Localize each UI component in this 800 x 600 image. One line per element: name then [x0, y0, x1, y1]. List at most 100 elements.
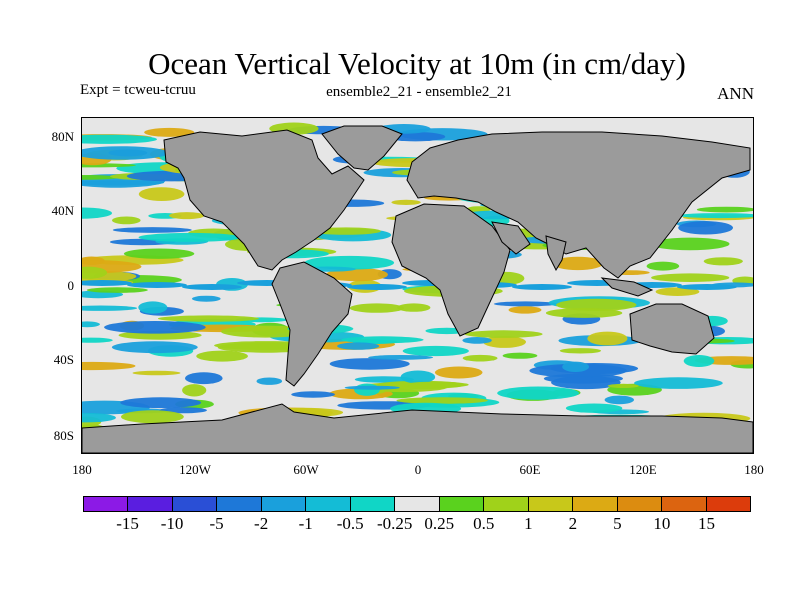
antarctica-landmass: [82, 403, 753, 453]
velocity-band: [677, 213, 753, 219]
velocity-band: [508, 306, 542, 314]
equatorial-band: [677, 284, 737, 290]
world-map: [81, 117, 754, 454]
lat-tick-40s: 40S: [53, 352, 74, 367]
velocity-band: [703, 257, 743, 266]
velocity-band: [82, 413, 116, 423]
velocity-band: [82, 266, 108, 279]
colorbar-swatch: [484, 497, 529, 511]
velocity-band: [291, 391, 335, 398]
colorbar-swatch: [706, 497, 751, 511]
colorbar-label: -2: [254, 514, 269, 533]
colorbar-swatch: [573, 497, 618, 511]
velocity-band: [120, 397, 202, 409]
velocity-band: [634, 377, 723, 389]
ensemble-subtitle: ensemble2_21 - ensemble2_21: [326, 84, 512, 100]
velocity-band: [138, 232, 242, 242]
velocity-band: [157, 315, 259, 322]
colorbar-swatch: [261, 497, 307, 511]
colorbar-label: 15: [697, 514, 715, 533]
colorbar-label: -5: [209, 514, 224, 533]
colorbar: [83, 496, 751, 512]
lat-tick-80n: 80N: [51, 129, 74, 144]
velocity-band: [400, 370, 436, 384]
south-america-landmass: [271, 261, 353, 387]
colorbar-swatch: [84, 497, 129, 511]
lon-tick-60e: 60E: [519, 462, 541, 477]
velocity-band: [82, 256, 105, 265]
velocity-band: [483, 336, 526, 348]
velocity-band: [464, 330, 543, 338]
velocity-band: [112, 227, 192, 233]
velocity-band: [678, 221, 733, 235]
velocity-band: [182, 384, 207, 397]
velocity-band: [138, 187, 185, 201]
lat-tick-eq: 0: [67, 278, 75, 293]
velocity-band: [462, 337, 492, 344]
eurasia-landmass: [406, 131, 751, 279]
australia-landmass: [629, 303, 715, 355]
velocity-band: [138, 301, 168, 314]
velocity-band: [396, 397, 488, 404]
north-america-landmass: [163, 129, 365, 271]
velocity-band: [104, 321, 206, 334]
colorbar-swatch: [662, 497, 707, 511]
velocity-band: [604, 395, 634, 405]
velocity-band: [337, 342, 380, 350]
velocity-band: [497, 386, 579, 400]
equatorial-band: [512, 284, 572, 290]
velocity-band: [683, 355, 715, 367]
velocity-band: [391, 199, 421, 205]
velocity-band: [169, 212, 205, 220]
colorbar-label: 1: [524, 514, 533, 533]
velocity-band: [368, 355, 434, 360]
velocity-band: [462, 354, 498, 362]
velocity-band: [696, 206, 753, 213]
velocity-band: [545, 308, 623, 318]
velocity-band: [434, 366, 483, 379]
lon-tick-0: 0: [414, 462, 422, 477]
velocity-band: [329, 358, 410, 370]
velocity-band: [650, 237, 730, 251]
velocity-band: [82, 180, 165, 186]
land-mask: [82, 125, 753, 453]
india-landmass: [545, 235, 567, 272]
velocity-band: [121, 410, 184, 424]
velocity-band: [344, 385, 400, 390]
arabia-landmass: [491, 221, 531, 255]
velocity-band: [354, 383, 380, 396]
velocity-band: [562, 361, 589, 372]
colorbar-swatch: [306, 497, 351, 511]
colorbar-swatch: [439, 497, 485, 511]
velocity-band: [82, 361, 136, 371]
velocity-band: [565, 403, 623, 413]
colorbar-label: 10: [653, 514, 671, 533]
velocity-band: [196, 350, 248, 362]
velocity-band: [651, 273, 730, 282]
velocity-band: [607, 383, 639, 388]
velocity-band: [556, 298, 637, 311]
plot-title: Ocean Vertical Velocity at 10m (in cm/da…: [148, 46, 686, 81]
velocity-band: [655, 287, 700, 296]
velocity-band: [256, 377, 283, 385]
velocity-band: [587, 331, 628, 346]
equatorial-band: [347, 284, 407, 290]
lon-tick-120e: 120E: [629, 462, 657, 477]
velocity-band: [144, 127, 195, 137]
equatorial-band: [82, 280, 132, 286]
velocity-band: [132, 370, 181, 376]
lon-tick-120w: 120W: [179, 462, 211, 477]
velocity-band: [502, 352, 538, 359]
velocity-band: [112, 216, 141, 225]
equatorial-band: [127, 282, 187, 288]
velocity-band: [403, 381, 469, 388]
velocity-band: [559, 348, 602, 354]
colorbar-label: -1: [298, 514, 313, 533]
lat-tick-40n: 40N: [51, 203, 74, 218]
velocity-band: [493, 301, 558, 307]
experiment-label: Expt = tcweu-tcruu: [80, 82, 196, 98]
equatorial-band: [182, 284, 242, 290]
velocity-band: [397, 303, 431, 312]
velocity-band: [646, 261, 680, 271]
velocity-band: [82, 305, 138, 311]
